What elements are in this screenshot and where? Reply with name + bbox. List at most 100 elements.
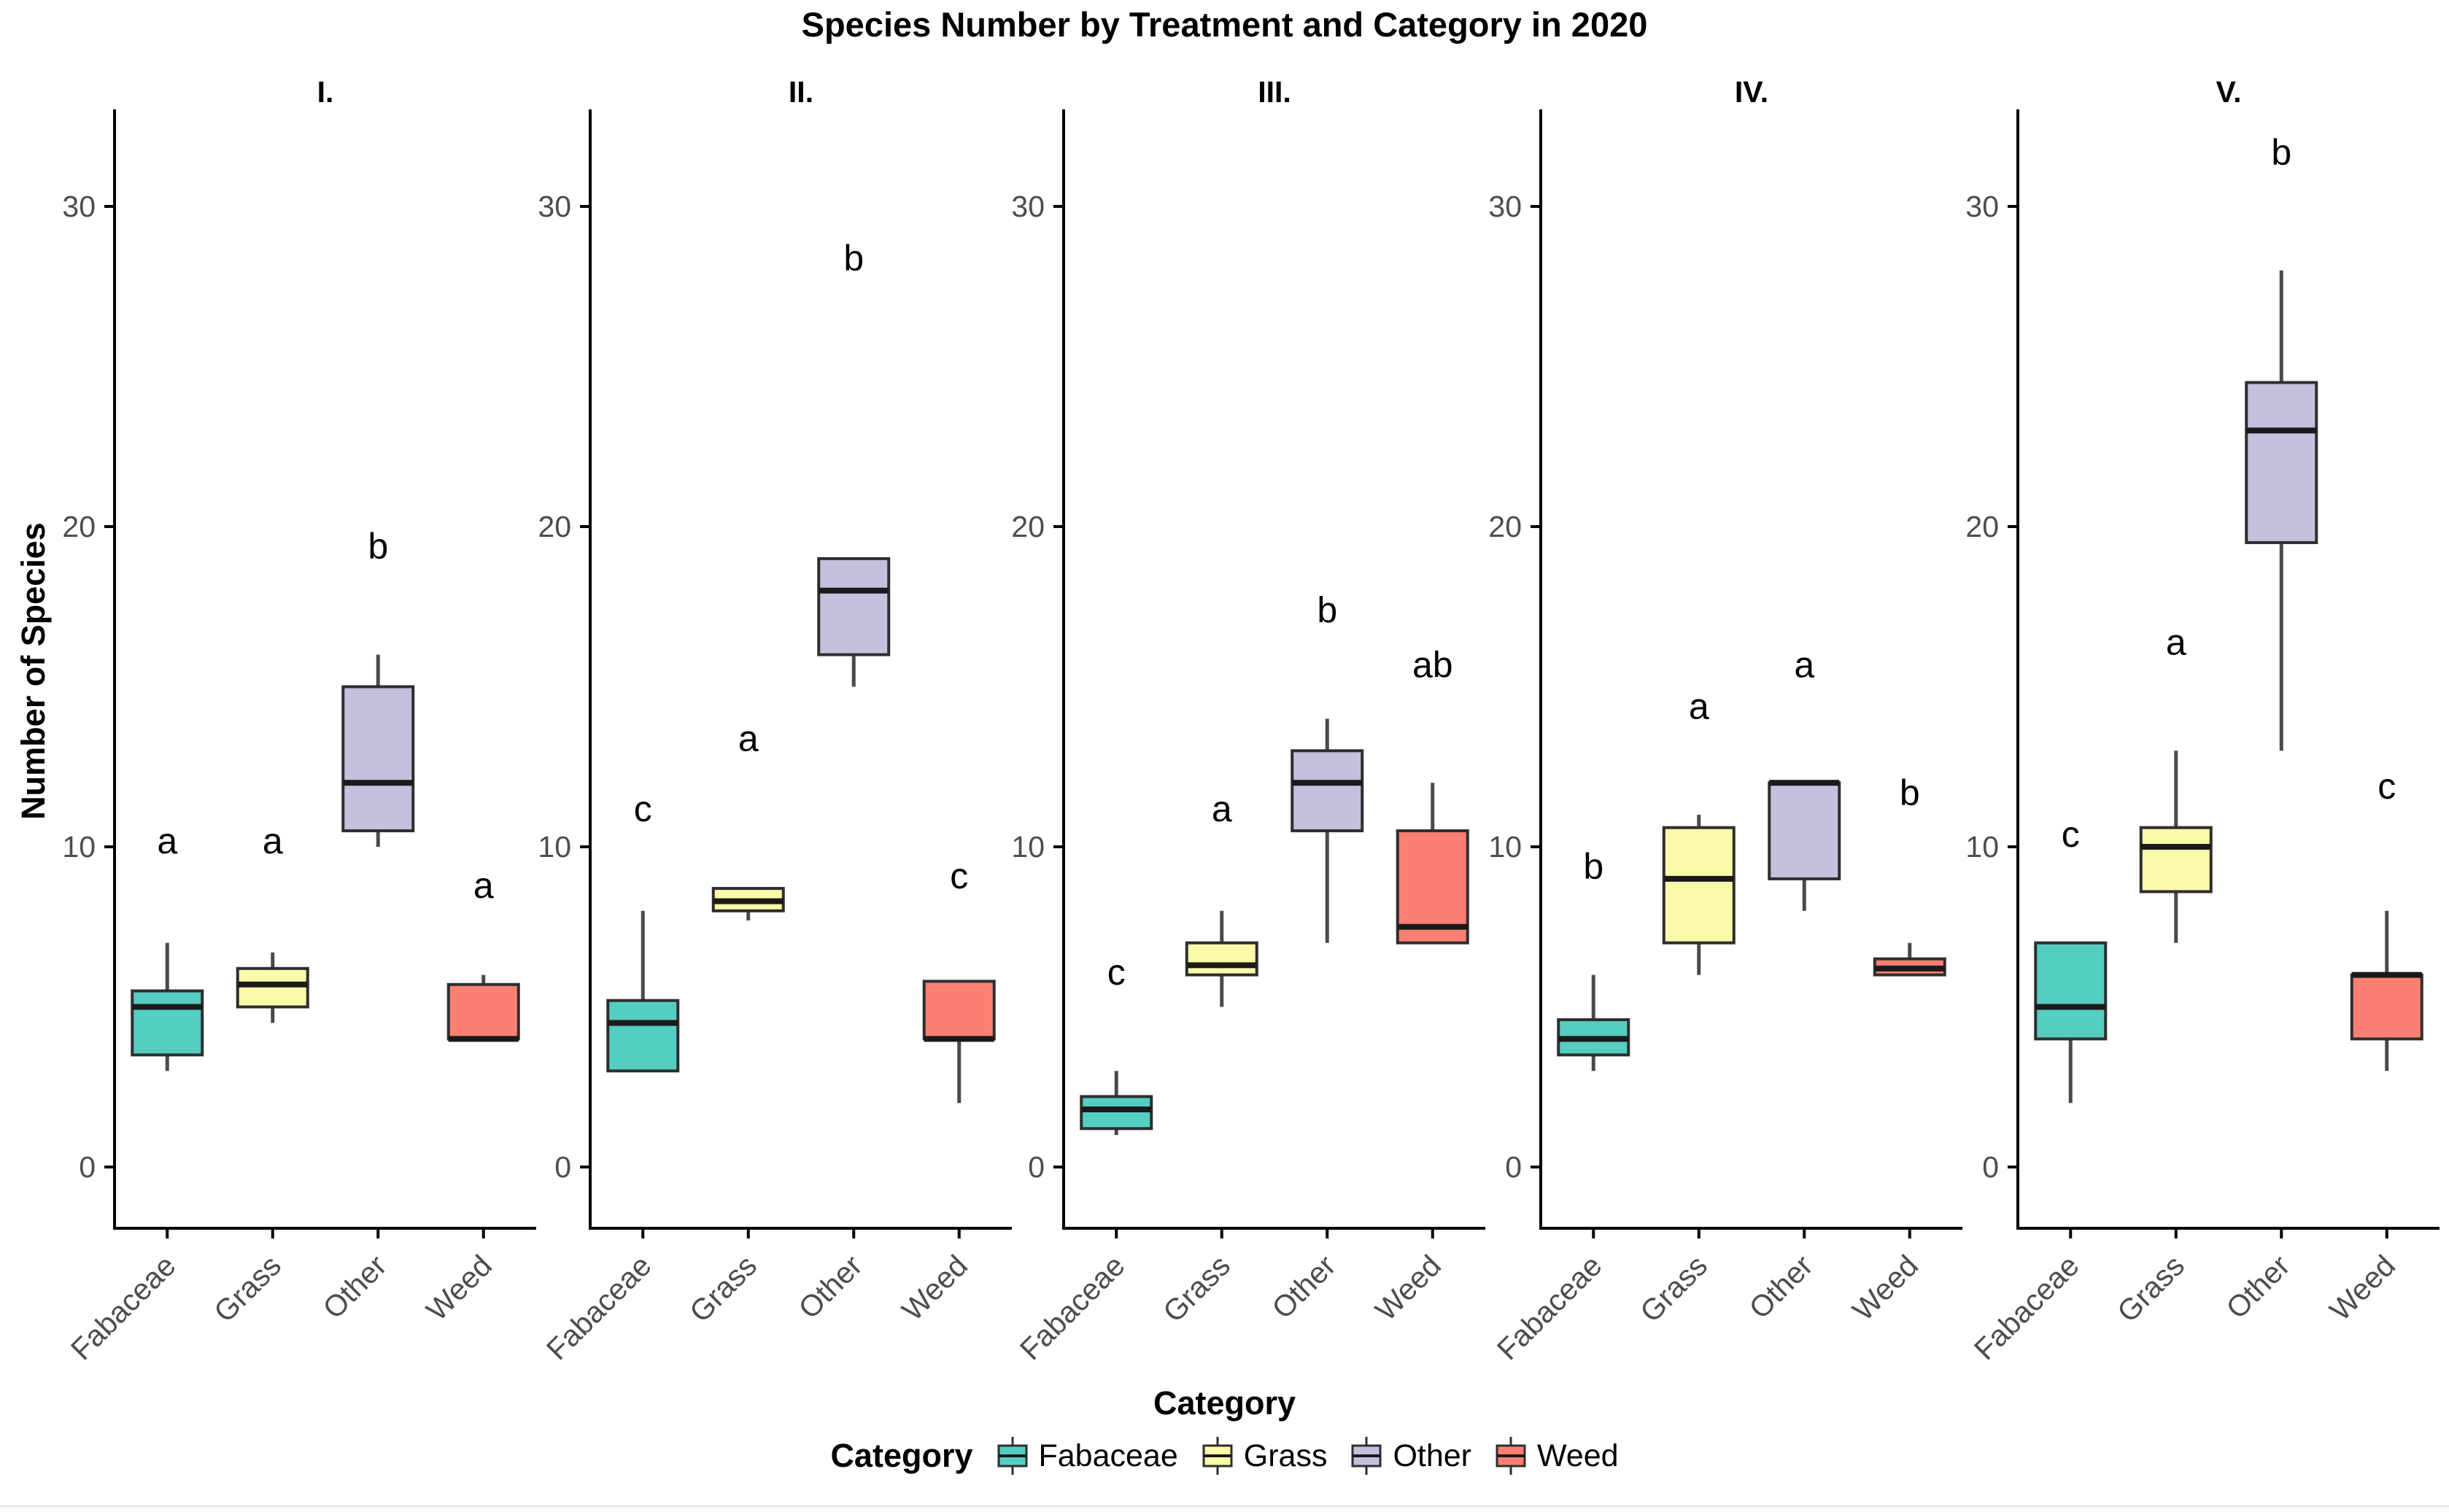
y-tick-label: 30: [538, 190, 571, 223]
significance-letter: b: [2271, 132, 2291, 173]
box-fabaceae: [1080, 1095, 1153, 1131]
box-grass: [236, 966, 309, 1009]
y-tick-label: 20: [1011, 510, 1045, 543]
y-tick-label: 10: [1011, 830, 1045, 864]
box-fabaceae: [2034, 941, 2108, 1041]
significance-letter: a: [1689, 686, 1709, 726]
box-fabaceae: [131, 989, 204, 1057]
significance-letter: a: [263, 821, 283, 861]
y-tick-label: 10: [62, 830, 96, 864]
significance-letter: c: [950, 856, 968, 896]
x-category-label: Fabaceae: [540, 1249, 657, 1366]
significance-letter: c: [2062, 814, 2080, 855]
x-category-label: Fabaceae: [1968, 1249, 2085, 1366]
y-tick-label: 20: [1488, 510, 1522, 543]
significance-letter: b: [368, 526, 388, 567]
significance-letter: a: [157, 821, 177, 861]
y-tick-label: 30: [1488, 190, 1522, 223]
x-category-label: Weed: [895, 1249, 974, 1327]
chart-title: Species Number by Treatment and Category…: [801, 5, 1648, 44]
legend-item-label: Fabaceae: [1038, 1438, 1178, 1473]
box-other: [341, 685, 415, 833]
significance-letter: b: [1317, 590, 1337, 631]
facet-label: III.: [1258, 75, 1291, 109]
legend-item-label: Grass: [1243, 1438, 1328, 1473]
significance-letter: a: [1212, 788, 1232, 829]
box-weed: [922, 980, 996, 1041]
y-tick-label: 10: [1488, 830, 1522, 864]
legend: Category Fabaceae Grass Other Weed: [0, 1435, 2449, 1476]
facet-label: IV.: [1735, 75, 1768, 109]
box-weed: [2350, 973, 2423, 1041]
x-category-label: Other: [2220, 1249, 2297, 1325]
x-category-label: Weed: [1846, 1249, 1924, 1327]
significance-letter: c: [1107, 952, 1126, 993]
x-category-label: Grass: [207, 1249, 287, 1329]
bottom-edge-divider: [0, 1505, 2449, 1512]
x-category-label: Other: [792, 1249, 869, 1325]
box-weed: [446, 982, 520, 1041]
significance-letter: a: [2166, 622, 2186, 663]
y-tick-label: 0: [554, 1150, 571, 1184]
y-tick-label: 30: [62, 190, 96, 223]
box-grass: [1185, 941, 1258, 977]
significance-letter: b: [1900, 772, 1920, 813]
legend-title: Category: [830, 1437, 973, 1474]
legend-item-other: Other: [1347, 1435, 1471, 1476]
y-tick-label: 0: [79, 1150, 96, 1184]
y-tick-label: 10: [538, 830, 571, 864]
significance-letter: a: [738, 718, 759, 759]
significance-letter: ab: [1412, 644, 1453, 685]
x-category-label: Weed: [419, 1249, 498, 1327]
x-category-label: Grass: [683, 1249, 763, 1329]
facet-label: V.: [2216, 75, 2242, 109]
y-tick-label: 10: [1965, 830, 1999, 864]
y-axis-title: Number of Species: [15, 522, 52, 820]
significance-letter: a: [1794, 644, 1814, 685]
box-other: [817, 557, 891, 656]
significance-letter: b: [1583, 846, 1603, 887]
box-other: [1768, 781, 1841, 880]
x-category-label: Fabaceae: [1490, 1249, 1608, 1366]
box-other: [2245, 381, 2318, 544]
x-category-label: Other: [1743, 1249, 1819, 1325]
y-tick-label: 20: [538, 510, 571, 543]
box-fabaceae: [606, 999, 680, 1073]
box-grass: [2139, 826, 2213, 893]
legend-item-label: Other: [1393, 1438, 1471, 1473]
significance-letter: a: [473, 865, 494, 906]
legend-key-boxplot-icon: [997, 1437, 1027, 1475]
y-tick-label: 0: [1505, 1150, 1522, 1184]
y-tick-label: 20: [62, 510, 96, 543]
x-category-label: Weed: [2323, 1249, 2402, 1327]
x-category-label: Other: [1266, 1249, 1342, 1325]
legend-item-weed: Weed: [1492, 1435, 1619, 1476]
legend-item-label: Weed: [1537, 1438, 1619, 1473]
x-category-label: Fabaceae: [1013, 1249, 1131, 1366]
legend-key-boxplot-icon: [1202, 1437, 1233, 1475]
box-other: [1291, 749, 1364, 833]
x-category-label: Grass: [1156, 1249, 1237, 1329]
significance-letter: c: [634, 788, 652, 829]
legend-key-boxplot-icon: [1496, 1437, 1526, 1475]
legend-key-boxplot-icon: [1351, 1437, 1382, 1475]
facet-label: II.: [789, 75, 813, 109]
x-category-label: Weed: [1369, 1249, 1447, 1327]
legend-item-grass: Grass: [1199, 1435, 1328, 1476]
x-category-label: Grass: [2111, 1249, 2191, 1329]
y-tick-label: 30: [1011, 190, 1045, 223]
x-category-label: Grass: [1633, 1249, 1714, 1329]
box-grass: [1662, 826, 1736, 945]
y-tick-label: 0: [1982, 1150, 1999, 1184]
x-category-label: Fabaceae: [64, 1249, 182, 1366]
x-axis-title: Category: [1153, 1384, 1296, 1422]
significance-letter: c: [2378, 766, 2396, 807]
x-category-label: Other: [317, 1249, 393, 1325]
y-tick-label: 0: [1028, 1150, 1045, 1184]
y-tick-label: 20: [1965, 510, 1999, 543]
facet-label: I.: [317, 75, 334, 109]
y-tick-label: 30: [1965, 190, 1999, 223]
significance-letter: b: [843, 238, 864, 279]
